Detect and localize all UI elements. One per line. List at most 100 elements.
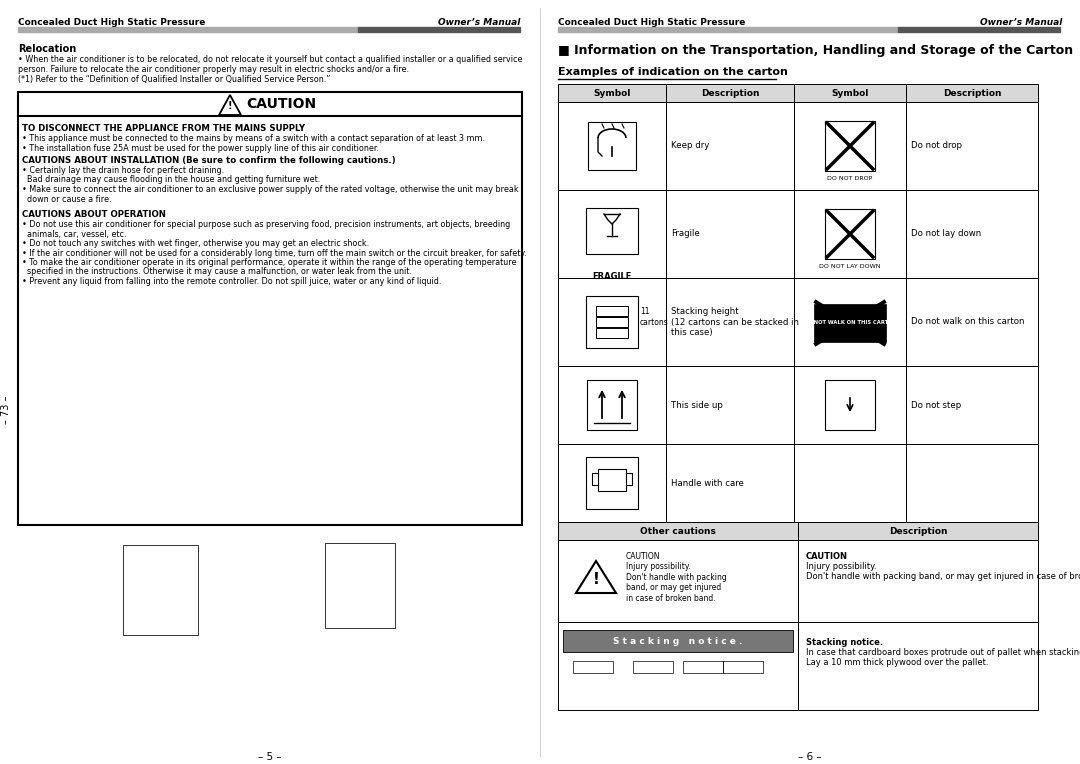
Bar (794, 366, 906, 444)
Bar (798, 522, 1038, 540)
Text: CAUTION: CAUTION (246, 97, 316, 111)
Bar (357, 27, 519, 32)
Text: Concealed Duct High Static Pressure: Concealed Duct High Static Pressure (18, 18, 205, 27)
Text: Bad drainage may cause flooding in the house and getting furniture wet.: Bad drainage may cause flooding in the h… (22, 176, 321, 184)
Text: animals, car, vessel, etc.: animals, car, vessel, etc. (22, 229, 126, 238)
Text: • When the air conditioner is to be relocated, do not relocate it yourself but c: • When the air conditioner is to be relo… (18, 55, 523, 74)
Bar (586, 208, 638, 254)
Text: Stacking notice.: Stacking notice. (806, 638, 883, 647)
Text: – 5 –: – 5 – (258, 752, 282, 762)
Bar (18, 27, 357, 32)
Bar (794, 444, 906, 522)
Bar (906, 444, 1038, 522)
Text: This side up: This side up (671, 400, 723, 410)
Bar (596, 328, 627, 338)
Text: Do not drop: Do not drop (912, 141, 962, 151)
Text: Owner’s Manual: Owner’s Manual (980, 18, 1062, 27)
Text: Description: Description (889, 526, 947, 536)
Bar (798, 622, 1038, 710)
Bar (558, 84, 666, 102)
Bar (598, 469, 626, 491)
Text: S t a c k i n g   n o t i c e .: S t a c k i n g n o t i c e . (613, 636, 743, 646)
Text: Other cautions: Other cautions (640, 526, 716, 536)
Text: • The installation fuse 25A must be used for the power supply line of this air c: • The installation fuse 25A must be used… (22, 144, 379, 153)
Bar (814, 304, 886, 342)
Bar (666, 84, 794, 102)
Text: In case that cardboard boxes protrude out of pallet when stacking,
Lay a 10 mm t: In case that cardboard boxes protrude ou… (806, 648, 1080, 668)
Text: Do not walk on this carton: Do not walk on this carton (912, 318, 1025, 326)
Text: Examples of indication on the carton: Examples of indication on the carton (558, 67, 788, 77)
Text: • Do not use this air conditioner for special purpose such as preserving food, p: • Do not use this air conditioner for sp… (22, 220, 510, 229)
Text: • Make sure to connect the air conditioner to an exclusive power supply of the r: • Make sure to connect the air condition… (22, 185, 518, 194)
Bar (122, 545, 198, 635)
Bar (586, 457, 638, 509)
Text: specified in the instructions. Otherwise it may cause a malfunction, or water le: specified in the instructions. Otherwise… (22, 267, 411, 277)
Text: TO DISCONNECT THE APPLIANCE FROM THE MAINS SUPPLY: TO DISCONNECT THE APPLIANCE FROM THE MAI… (22, 124, 306, 133)
Bar (798, 540, 1038, 622)
Text: CAUTIONS ABOUT OPERATION: CAUTIONS ABOUT OPERATION (22, 210, 166, 219)
Text: DO NOT DROP: DO NOT DROP (827, 176, 873, 181)
Text: Relocation: Relocation (18, 44, 77, 54)
Bar (906, 102, 1038, 190)
Text: • If the air conditioner will not be used for a considerably long time, turn off: • If the air conditioner will not be use… (22, 248, 527, 257)
Text: CAUTION
Injury possibility.
Don't handle with packing
band, or may get injured
i: CAUTION Injury possibility. Don't handle… (626, 552, 727, 603)
Text: • Certainly lay the drain hose for perfect draining.: • Certainly lay the drain hose for perfe… (22, 166, 225, 175)
Text: Injury possibility.
Don't handle with packing band, or may get injured in case o: Injury possibility. Don't handle with pa… (806, 562, 1080, 581)
Bar (596, 306, 627, 316)
Text: !: ! (228, 101, 232, 111)
Text: – 73 –: – 73 – (1, 396, 11, 424)
Bar (558, 522, 798, 540)
Bar (794, 84, 906, 102)
Bar (723, 661, 762, 673)
Text: CAUTION: CAUTION (806, 552, 848, 561)
Text: Description: Description (701, 89, 759, 98)
Bar (906, 84, 1038, 102)
Text: Fragile: Fragile (671, 229, 700, 238)
Bar (558, 444, 666, 522)
Bar (325, 542, 395, 627)
Text: DO NOT LAY DOWN: DO NOT LAY DOWN (820, 264, 881, 269)
Bar (897, 27, 1059, 32)
Bar (794, 190, 906, 278)
Bar (563, 630, 793, 652)
Bar (906, 278, 1038, 366)
Bar (18, 92, 522, 525)
Text: DO NOT WALK ON THIS CARTON: DO NOT WALK ON THIS CARTON (802, 321, 897, 325)
Bar (596, 317, 627, 327)
Bar (558, 366, 666, 444)
Text: CAUTIONS ABOUT INSTALLATION (Be sure to confirm the following cautions.): CAUTIONS ABOUT INSTALLATION (Be sure to … (22, 156, 395, 165)
Text: Description: Description (943, 89, 1001, 98)
Bar (794, 102, 906, 190)
Bar (588, 122, 636, 170)
Bar (588, 380, 637, 430)
Bar (558, 27, 897, 32)
Text: – 6 –: – 6 – (798, 752, 822, 762)
Bar (558, 278, 666, 366)
Text: 11
cartons: 11 cartons (640, 307, 669, 327)
Text: Symbol: Symbol (593, 89, 631, 98)
Bar (794, 278, 906, 366)
Bar (573, 661, 613, 673)
Bar (666, 366, 794, 444)
Text: !: ! (593, 571, 599, 587)
Bar (558, 540, 798, 622)
Bar (666, 102, 794, 190)
Bar (825, 121, 875, 171)
Text: (*1) Refer to the “Definition of Qualified Installer or Qualified Service Person: (*1) Refer to the “Definition of Qualifi… (18, 75, 330, 84)
Bar (586, 296, 638, 348)
Text: Do not step: Do not step (912, 400, 961, 410)
Bar (906, 190, 1038, 278)
Text: • To make the air conditioner operate in its original performance, operate it wi: • To make the air conditioner operate in… (22, 258, 516, 267)
Text: FRAGILE: FRAGILE (592, 272, 632, 281)
Text: ■ Information on the Transportation, Handling and Storage of the Carton: ■ Information on the Transportation, Han… (558, 44, 1074, 57)
Text: Symbol: Symbol (832, 89, 868, 98)
Bar (825, 209, 875, 259)
Text: Handle with care: Handle with care (671, 478, 744, 487)
Text: Keep dry: Keep dry (671, 141, 710, 151)
Text: down or cause a fire.: down or cause a fire. (22, 195, 111, 203)
Text: • This appliance must be connected to the mains by means of a switch with a cont: • This appliance must be connected to th… (22, 134, 485, 143)
Bar (633, 661, 673, 673)
Bar (906, 366, 1038, 444)
Bar (666, 190, 794, 278)
Bar (666, 444, 794, 522)
